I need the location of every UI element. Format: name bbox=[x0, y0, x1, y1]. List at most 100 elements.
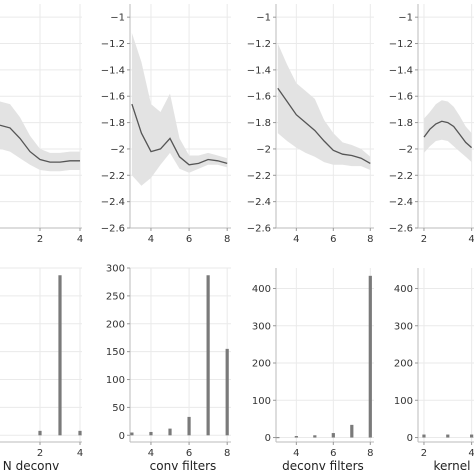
confidence-band bbox=[131, 33, 228, 186]
y-tick-label: −2 bbox=[398, 144, 413, 155]
confidence-band bbox=[277, 43, 371, 170]
plot-area bbox=[38, 275, 82, 436]
y-tick-label: 200 bbox=[106, 319, 125, 330]
bar bbox=[446, 434, 450, 438]
plot-area bbox=[276, 275, 372, 439]
y-tick-label: −2 bbox=[110, 144, 125, 155]
bar bbox=[168, 428, 172, 436]
x-tick-label: 4 bbox=[468, 234, 474, 245]
y-tick-label: −2.6 bbox=[389, 224, 413, 235]
y-tick-label: −1.8 bbox=[389, 118, 413, 129]
plot-area bbox=[422, 434, 474, 438]
x-tick-label: 2 bbox=[421, 448, 427, 459]
x-tick-label: 4 bbox=[77, 448, 83, 459]
y-tick-label: −1 bbox=[398, 13, 413, 24]
y-tick-label: 150 bbox=[106, 347, 125, 358]
y-tick-label: 300 bbox=[252, 321, 271, 332]
y-tick-label: −1.2 bbox=[101, 39, 125, 50]
y-tick-label: −1.4 bbox=[101, 65, 125, 76]
panel-p6: 0 50 100 150 200 250 300 4 6 8 conv filters bbox=[106, 264, 231, 473]
y-tick-label: 300 bbox=[394, 321, 413, 332]
x-axis-label: deconv filters bbox=[282, 459, 364, 473]
y-tick-label: 400 bbox=[252, 284, 271, 295]
y-tick-label: 0 bbox=[407, 433, 413, 444]
y-tick-label: 250 bbox=[106, 291, 125, 302]
x-tick-label: 4 bbox=[468, 448, 474, 459]
bar bbox=[149, 431, 153, 436]
mean-line bbox=[277, 87, 371, 164]
bar bbox=[313, 435, 317, 438]
mean-line bbox=[131, 103, 228, 166]
x-tick-label: 4 bbox=[148, 234, 154, 245]
x-tick-label: 4 bbox=[148, 448, 154, 459]
y-tick-label: 300 bbox=[106, 264, 125, 275]
y-tick-label: −1.2 bbox=[247, 39, 271, 50]
bar bbox=[294, 436, 298, 438]
x-axis-label: N deconv bbox=[3, 459, 59, 473]
x-tick-label: 8 bbox=[224, 234, 230, 245]
mean-line bbox=[0, 124, 80, 163]
y-tick-label: −1.6 bbox=[247, 92, 271, 103]
x-tick-label: 6 bbox=[186, 234, 192, 245]
y-tick-label: 200 bbox=[394, 359, 413, 370]
x-tick-label: 8 bbox=[224, 448, 230, 459]
y-tick-label: −1.8 bbox=[247, 118, 271, 129]
y-tick-label: −2.2 bbox=[389, 171, 413, 182]
y-tick-label: 0 bbox=[265, 433, 271, 444]
x-axis-label: conv filters bbox=[150, 459, 217, 473]
y-tick-label: −1.6 bbox=[101, 92, 125, 103]
x-tick-label: 8 bbox=[367, 234, 373, 245]
bar bbox=[58, 275, 62, 436]
y-tick-label: −2.4 bbox=[389, 197, 413, 208]
y-tick-label: −1 bbox=[110, 13, 125, 24]
bar bbox=[187, 416, 191, 436]
y-tick-label: −2.2 bbox=[101, 171, 125, 182]
x-tick-label: 4 bbox=[77, 234, 83, 245]
plot-area bbox=[277, 43, 371, 170]
y-tick-label: 100 bbox=[252, 396, 271, 407]
bar bbox=[276, 437, 280, 439]
x-tick-label: 2 bbox=[37, 234, 43, 245]
y-tick-label: −2 bbox=[256, 144, 271, 155]
bar bbox=[38, 430, 42, 436]
panel-p5: 2 4 N deconv bbox=[0, 267, 83, 473]
y-tick-label: −2.6 bbox=[101, 224, 125, 235]
plot-area bbox=[131, 33, 228, 186]
bar bbox=[78, 430, 82, 436]
confidence-band bbox=[424, 100, 472, 163]
x-axis-label: kernel bbox=[434, 459, 471, 473]
plot-area bbox=[0, 101, 80, 172]
y-tick-label: −2.4 bbox=[247, 197, 271, 208]
y-tick-label: −1.4 bbox=[389, 65, 413, 76]
y-tick-label: −2.2 bbox=[247, 171, 271, 182]
y-tick-label: −1.8 bbox=[101, 118, 125, 129]
y-tick-label: 400 bbox=[394, 284, 413, 295]
y-tick-label: −2.4 bbox=[101, 197, 125, 208]
bar bbox=[350, 424, 354, 438]
y-tick-label: −1 bbox=[256, 13, 271, 24]
x-tick-label: 2 bbox=[37, 448, 43, 459]
y-tick-label: 0 bbox=[119, 431, 125, 442]
plot-area bbox=[423, 100, 473, 163]
panel-p4: −1 −1.2 −1.4 −1.6 −1.8 −2 −2.2 −2.4 −2.6 2 4 bbox=[389, 4, 474, 245]
confidence-band bbox=[0, 101, 80, 172]
x-tick-label: 8 bbox=[367, 448, 373, 459]
bar bbox=[422, 434, 426, 438]
x-tick-label: 4 bbox=[293, 448, 299, 459]
y-tick-label: 100 bbox=[394, 396, 413, 407]
x-tick-label: 4 bbox=[293, 234, 299, 245]
y-tick-label: 200 bbox=[252, 359, 271, 370]
bar bbox=[331, 433, 335, 438]
x-tick-label: 2 bbox=[421, 234, 427, 245]
bar bbox=[130, 432, 134, 436]
y-tick-label: 100 bbox=[106, 375, 125, 386]
y-tick-label: 50 bbox=[112, 403, 125, 414]
panel-p3: −1 −1.2 −1.4 −1.6 −1.8 −2 −2.2 −2.4 −2.6 4 6 8 bbox=[247, 4, 374, 245]
bar bbox=[206, 275, 210, 436]
x-tick-label: 6 bbox=[186, 448, 192, 459]
panel-p2: −1 −1.2 −1.4 −1.6 −1.8 −2 −2.2 −2.4 −2.6 4 6 8 bbox=[101, 4, 231, 245]
